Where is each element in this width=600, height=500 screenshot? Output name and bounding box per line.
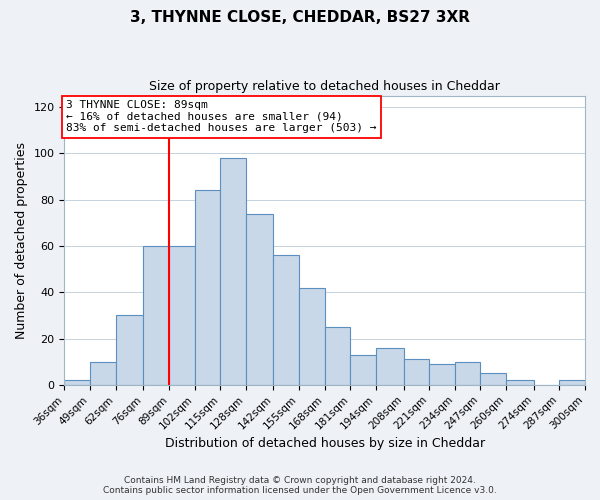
Text: 3, THYNNE CLOSE, CHEDDAR, BS27 3XR: 3, THYNNE CLOSE, CHEDDAR, BS27 3XR — [130, 10, 470, 25]
Bar — [169, 246, 194, 385]
Bar — [350, 355, 376, 385]
Bar — [429, 364, 455, 385]
Bar — [64, 380, 90, 385]
Bar — [299, 288, 325, 385]
Bar — [404, 360, 429, 385]
Bar — [506, 380, 534, 385]
Bar — [116, 316, 143, 385]
Bar — [559, 380, 585, 385]
Bar — [194, 190, 220, 385]
Bar — [455, 362, 481, 385]
Bar — [325, 327, 350, 385]
Bar — [90, 362, 116, 385]
Bar — [246, 214, 274, 385]
Bar — [220, 158, 246, 385]
X-axis label: Distribution of detached houses by size in Cheddar: Distribution of detached houses by size … — [164, 437, 485, 450]
Title: Size of property relative to detached houses in Cheddar: Size of property relative to detached ho… — [149, 80, 500, 93]
Text: 3 THYNNE CLOSE: 89sqm
← 16% of detached houses are smaller (94)
83% of semi-deta: 3 THYNNE CLOSE: 89sqm ← 16% of detached … — [67, 100, 377, 134]
Y-axis label: Number of detached properties: Number of detached properties — [15, 142, 28, 338]
Bar — [376, 348, 404, 385]
Bar — [143, 246, 169, 385]
Text: Contains HM Land Registry data © Crown copyright and database right 2024.
Contai: Contains HM Land Registry data © Crown c… — [103, 476, 497, 495]
Bar — [481, 374, 506, 385]
Bar — [274, 256, 299, 385]
